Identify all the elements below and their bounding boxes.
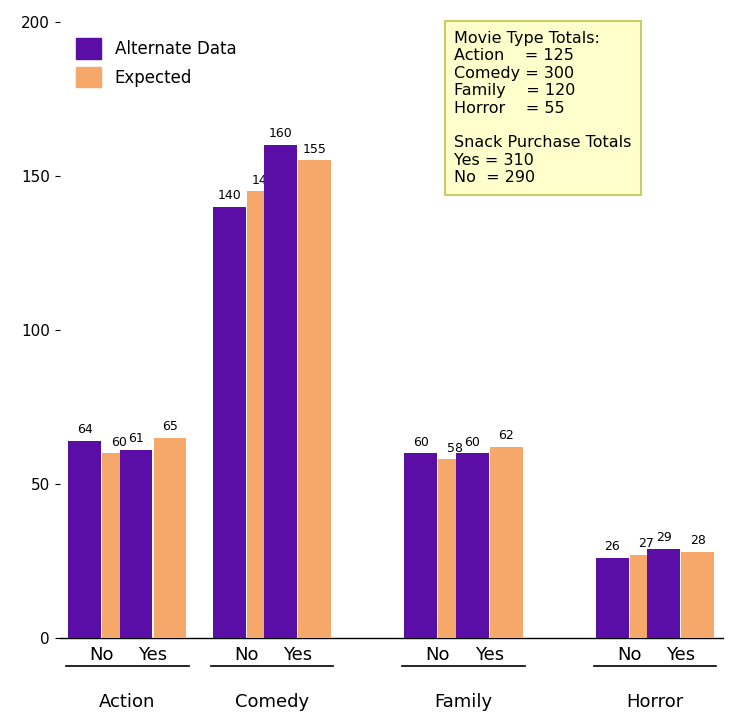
Bar [681, 552, 714, 638]
Text: 140: 140 [218, 189, 241, 202]
Text: Horror: Horror [627, 693, 684, 711]
Text: 26: 26 [604, 540, 620, 553]
Bar [630, 555, 662, 638]
Bar [456, 453, 489, 638]
Text: 60: 60 [111, 436, 127, 449]
Text: Action: Action [99, 693, 156, 711]
Text: 160: 160 [269, 128, 293, 141]
Text: 64: 64 [77, 423, 92, 436]
Bar [299, 160, 331, 638]
Text: 62: 62 [498, 429, 514, 442]
Bar [120, 450, 152, 638]
Bar [439, 460, 471, 638]
Bar [405, 453, 437, 638]
Text: 61: 61 [128, 432, 144, 445]
Text: 60: 60 [464, 436, 480, 449]
Text: 65: 65 [162, 420, 178, 433]
Bar [647, 549, 680, 638]
Text: Movie Type Totals:
Action    = 125
Comedy = 300
Family    = 120
Horror    = 55

: Movie Type Totals: Action = 125 Comedy =… [454, 31, 632, 185]
Text: 29: 29 [656, 531, 671, 544]
Text: 28: 28 [690, 534, 706, 547]
Text: 145: 145 [252, 173, 275, 186]
Bar [213, 207, 246, 638]
Bar [153, 438, 186, 638]
Bar [264, 145, 297, 638]
Text: Comedy: Comedy [235, 693, 309, 711]
Bar [489, 447, 522, 638]
Text: 27: 27 [638, 537, 654, 550]
Bar [102, 453, 135, 638]
Text: 58: 58 [447, 442, 463, 455]
Text: Family: Family [434, 693, 492, 711]
Bar [596, 558, 629, 638]
Text: 60: 60 [413, 436, 429, 449]
Legend: Alternate Data, Expected: Alternate Data, Expected [68, 30, 244, 96]
Bar [247, 191, 279, 638]
Text: 155: 155 [302, 143, 326, 156]
Bar [69, 441, 101, 638]
